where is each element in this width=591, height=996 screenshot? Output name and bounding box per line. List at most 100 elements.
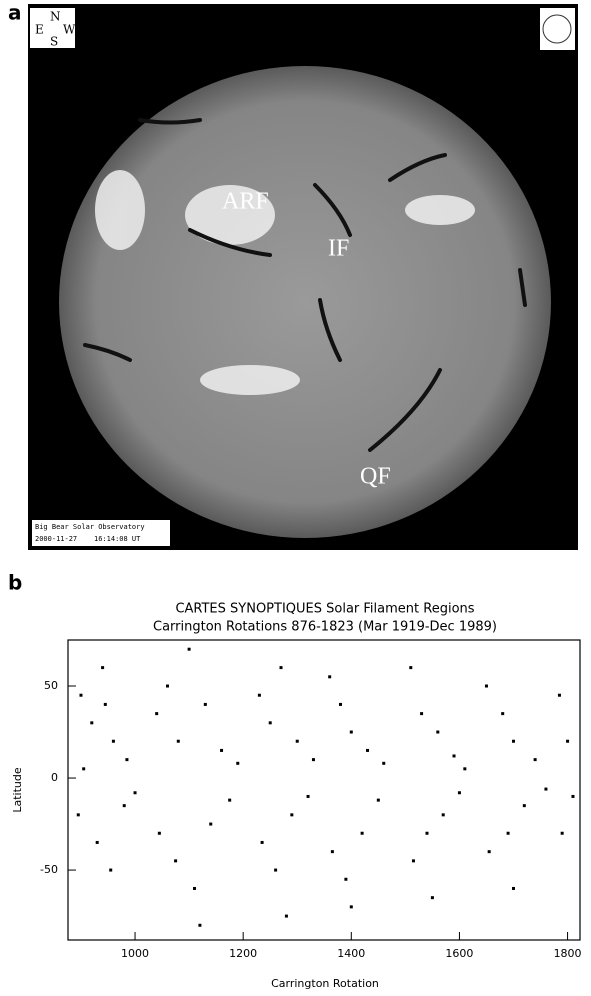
panel-label: a xyxy=(8,1,22,25)
point xyxy=(463,767,467,771)
point xyxy=(311,758,315,762)
x-tick-label: 1400 xyxy=(337,947,365,960)
point xyxy=(187,647,191,651)
point xyxy=(111,739,115,743)
point xyxy=(220,748,224,752)
point xyxy=(566,739,570,743)
point xyxy=(274,868,278,872)
point xyxy=(260,840,264,844)
y-tick-label: 0 xyxy=(51,771,58,784)
point xyxy=(193,886,197,890)
annotation: QF xyxy=(360,464,391,490)
point xyxy=(338,702,342,706)
point xyxy=(76,813,80,817)
point xyxy=(103,702,107,706)
point xyxy=(436,730,440,734)
point xyxy=(157,831,161,835)
y-tick-label: 50 xyxy=(44,679,58,692)
point xyxy=(452,754,456,758)
x-tick-label: 1600 xyxy=(445,947,473,960)
point xyxy=(571,794,575,798)
point xyxy=(328,675,332,679)
point xyxy=(457,791,461,795)
point xyxy=(360,831,364,835)
point xyxy=(82,767,86,771)
point xyxy=(560,831,564,835)
point xyxy=(176,739,180,743)
point xyxy=(557,693,561,697)
point xyxy=(487,850,491,854)
filaments xyxy=(83,118,527,452)
point xyxy=(236,761,240,765)
x-tick-label: 1000 xyxy=(121,947,149,960)
point xyxy=(409,666,413,670)
compass: N E S W xyxy=(35,10,76,49)
point xyxy=(344,877,348,881)
point xyxy=(198,923,202,927)
annotation: IF xyxy=(328,236,349,262)
x-axis-label: Carrington Rotation xyxy=(271,977,379,990)
x-tick-label: 1800 xyxy=(554,947,582,960)
point xyxy=(203,702,207,706)
compass-box xyxy=(30,8,75,48)
plage xyxy=(95,170,475,395)
point xyxy=(165,684,169,688)
footer-line: Big Bear Solar Observatory xyxy=(35,523,145,531)
compass-w: W xyxy=(63,23,76,37)
compass-n: N xyxy=(50,10,61,24)
chart-subtitle: Carrington Rotations 876-1823 (Mar 1919-… xyxy=(153,620,497,635)
point xyxy=(501,712,505,716)
point xyxy=(268,721,272,725)
annotation: ARF xyxy=(222,189,269,215)
point xyxy=(511,886,515,890)
point xyxy=(109,868,113,872)
point xyxy=(349,730,353,734)
point xyxy=(122,804,126,808)
point xyxy=(366,748,370,752)
point xyxy=(279,666,283,670)
x-tick-label: 1200 xyxy=(229,947,257,960)
solar-disk xyxy=(59,66,551,538)
point xyxy=(349,905,353,909)
point xyxy=(295,739,299,743)
point xyxy=(174,859,178,863)
footer-box xyxy=(32,520,170,546)
point xyxy=(376,798,380,802)
y-axis-label: Latitude xyxy=(11,767,24,813)
point xyxy=(95,840,99,844)
point xyxy=(425,831,429,835)
point xyxy=(511,739,515,743)
footer-line: 2000-11-27 16:14:08 UT xyxy=(35,535,141,543)
point xyxy=(420,712,424,716)
point xyxy=(533,758,537,762)
point xyxy=(484,684,488,688)
logo xyxy=(540,8,575,50)
point xyxy=(284,914,288,918)
point xyxy=(209,822,213,826)
compass-s: S xyxy=(50,35,58,49)
logo-emblem xyxy=(542,14,572,44)
panel-label: b xyxy=(8,571,22,595)
point xyxy=(155,712,159,716)
footer: Big Bear Solar Observatory 2000-11-27 16… xyxy=(35,523,145,543)
point xyxy=(522,804,526,808)
chart-title: CARTES SYNOPTIQUES Solar Filament Region… xyxy=(175,602,474,617)
point xyxy=(330,850,334,854)
compass-e: E xyxy=(35,23,44,37)
plot-frame xyxy=(67,639,581,941)
point xyxy=(257,693,261,697)
point xyxy=(228,798,232,802)
y-tick-label: -50 xyxy=(40,863,58,876)
point xyxy=(382,761,386,765)
point xyxy=(90,721,94,725)
point xyxy=(290,813,294,817)
point xyxy=(306,794,310,798)
annotations: ARF IF QF xyxy=(222,189,391,490)
point xyxy=(506,831,510,835)
point xyxy=(441,813,445,817)
point xyxy=(411,859,415,863)
point xyxy=(101,666,105,670)
point xyxy=(430,896,434,900)
point xyxy=(544,787,548,791)
